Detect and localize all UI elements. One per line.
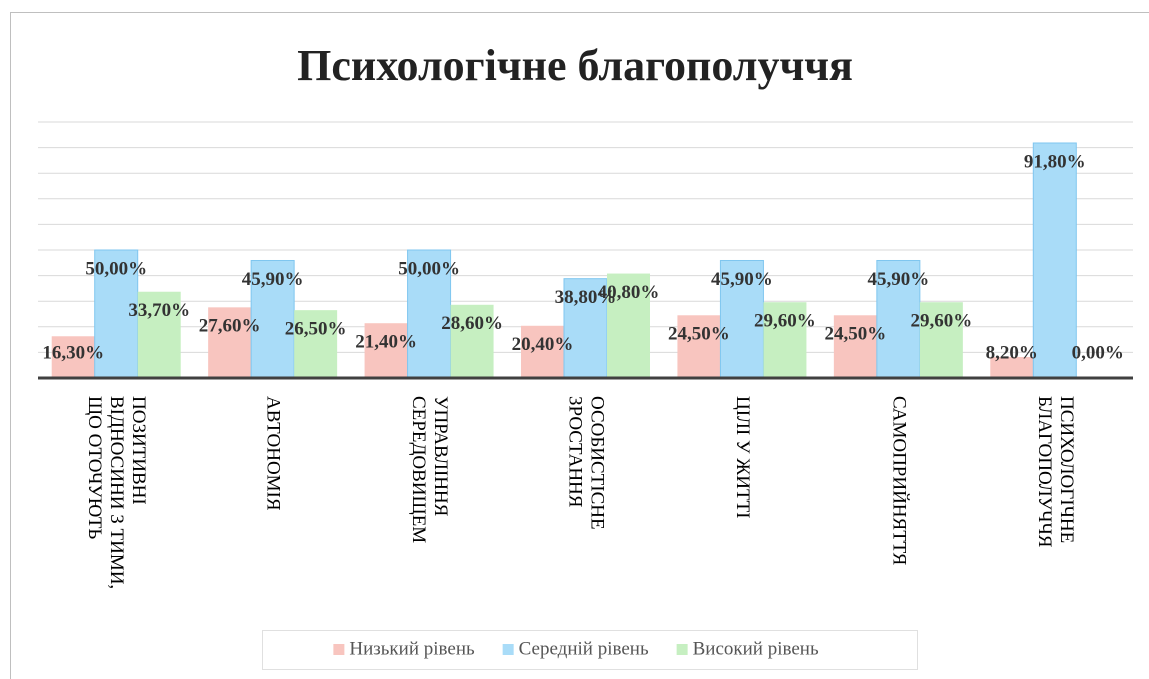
bar <box>563 278 608 379</box>
data-label: 24,50% <box>668 324 730 345</box>
legend-box <box>262 630 918 670</box>
bar <box>1032 142 1077 379</box>
data-label: 26,50% <box>285 319 347 340</box>
bar <box>250 259 295 379</box>
x-tick-label: УПРАВЛІННЯ СЕРЕДОВИЩЕМ <box>408 396 452 544</box>
data-label: 27,60% <box>199 316 261 337</box>
data-label: 29,60% <box>910 311 972 332</box>
data-label: 29,60% <box>754 311 816 332</box>
legend-label: Високий рівень <box>693 638 819 659</box>
bar <box>450 304 494 378</box>
bar <box>833 315 877 378</box>
data-label: 21,40% <box>355 332 417 353</box>
legend: Низький рівень Середній рівень Високий рів… <box>333 638 819 659</box>
data-label: 50,00% <box>398 258 460 279</box>
legend-label: Середній рівень <box>519 638 649 659</box>
bar <box>137 291 181 378</box>
legend-label: Низький рівень <box>349 638 475 659</box>
bar <box>719 259 764 379</box>
bar <box>294 310 338 378</box>
bar <box>990 357 1034 378</box>
x-tick-label: ПОЗИТИВНІ ВІДНОСИНИ З ТИМИ, ЩО ОТОЧУЮТЬ <box>84 396 150 590</box>
bar <box>208 307 252 378</box>
data-label: 45,90% <box>711 269 773 290</box>
bar <box>763 302 807 378</box>
data-label: 24,50% <box>824 324 886 345</box>
bar <box>407 249 452 379</box>
bar <box>51 336 95 378</box>
chart-frame <box>10 12 1149 679</box>
data-label: 28,60% <box>441 313 503 334</box>
data-label: 33,70% <box>128 300 190 321</box>
data-label: 45,90% <box>242 269 304 290</box>
data-label: 16,30% <box>42 342 104 363</box>
legend-swatch <box>676 644 688 655</box>
bar <box>521 325 564 378</box>
data-label: 50,00% <box>85 258 147 279</box>
legend-swatch <box>502 644 514 655</box>
data-label: 38,80% <box>555 287 617 308</box>
x-tick-label: АВТОНОМІЯ <box>262 396 284 511</box>
bar <box>677 315 721 378</box>
data-label: 20,40% <box>512 334 574 355</box>
data-label: 0,00% <box>1072 342 1124 363</box>
legend-swatch <box>333 644 345 655</box>
x-tick-label: ПСИХОЛОГІЧНЕ БЛАГОПОЛУЧЧЯ <box>1033 396 1077 548</box>
data-label: 45,90% <box>867 269 929 290</box>
x-tick-label: САМОПРИЙНЯТТЯ <box>888 396 910 566</box>
data-label: 40,80% <box>598 282 660 303</box>
bar <box>607 273 650 378</box>
data-label: 91,80% <box>1024 151 1086 172</box>
bar <box>364 323 408 378</box>
x-tick-label: ЦІЛІ У ЖИТТІ <box>731 396 753 519</box>
x-tick-label: ОСОБИСТІСНЕ ЗРОСТАННЯ <box>564 396 608 530</box>
data-label: 8,20% <box>986 342 1038 363</box>
chart-title: Психологічне благополуччя <box>297 41 853 90</box>
bar <box>919 302 963 378</box>
